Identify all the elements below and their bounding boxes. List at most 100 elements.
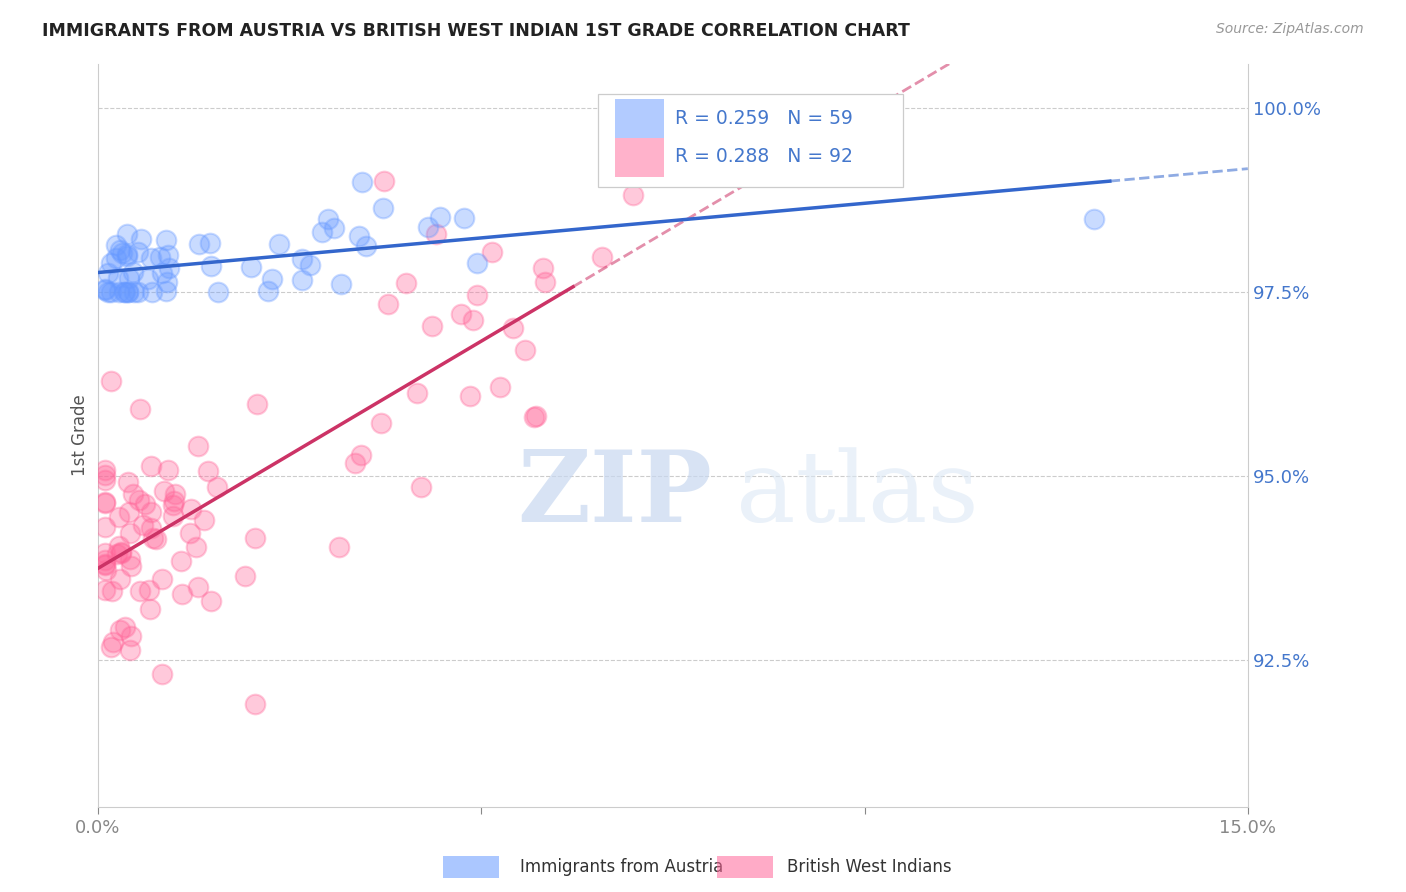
Point xyxy=(163,487,186,501)
Point xyxy=(108,243,131,257)
Point xyxy=(108,572,131,586)
Point xyxy=(121,265,143,279)
Point xyxy=(142,531,165,545)
Point xyxy=(94,468,117,483)
Point xyxy=(322,221,344,235)
Point xyxy=(127,285,149,299)
Point xyxy=(193,513,215,527)
Point xyxy=(120,643,142,657)
Point xyxy=(290,272,312,286)
Point xyxy=(163,493,186,508)
Point xyxy=(129,231,152,245)
Point xyxy=(141,520,163,534)
Point xyxy=(621,187,644,202)
Text: R = 0.288   N = 92: R = 0.288 N = 92 xyxy=(675,147,853,167)
Point xyxy=(311,225,333,239)
Point xyxy=(330,277,353,291)
Point xyxy=(94,462,117,476)
Point xyxy=(373,201,395,215)
Point xyxy=(200,594,222,608)
Point xyxy=(463,313,485,327)
Point xyxy=(97,285,120,299)
Point xyxy=(205,480,228,494)
Text: ZIP: ZIP xyxy=(517,447,713,543)
Point xyxy=(107,510,129,524)
Point xyxy=(100,285,122,299)
Text: R = 0.259   N = 59: R = 0.259 N = 59 xyxy=(675,109,853,128)
Point xyxy=(198,235,221,250)
Point xyxy=(481,244,503,259)
Point xyxy=(152,666,174,681)
Point xyxy=(94,557,117,571)
Point xyxy=(122,285,145,299)
Text: British West Indians: British West Indians xyxy=(787,858,952,876)
Point xyxy=(170,554,193,568)
Point xyxy=(114,285,136,299)
Point xyxy=(207,285,229,299)
Point xyxy=(179,525,201,540)
Point xyxy=(107,270,129,285)
Point xyxy=(394,277,416,291)
Point xyxy=(120,559,142,574)
Point xyxy=(489,380,512,394)
Y-axis label: 1st Grade: 1st Grade xyxy=(72,394,89,476)
Point xyxy=(377,296,399,310)
Point xyxy=(429,211,451,225)
Point xyxy=(162,508,184,523)
Point xyxy=(104,251,127,265)
Point xyxy=(350,448,373,462)
Point xyxy=(184,540,207,554)
Point xyxy=(118,505,141,519)
Point xyxy=(256,284,278,298)
Point xyxy=(260,271,283,285)
Point xyxy=(97,266,120,280)
Point xyxy=(94,582,117,597)
FancyBboxPatch shape xyxy=(616,138,664,177)
Point xyxy=(354,239,377,253)
Point xyxy=(316,211,339,226)
Point xyxy=(453,211,475,225)
Point xyxy=(156,248,179,262)
Point xyxy=(94,545,117,559)
Point xyxy=(128,584,150,599)
Point xyxy=(117,475,139,489)
Point xyxy=(150,266,173,280)
Point xyxy=(156,463,179,477)
Point xyxy=(112,285,135,299)
Point xyxy=(100,584,122,599)
Point xyxy=(139,505,162,519)
Point xyxy=(352,175,374,189)
Point xyxy=(100,640,122,654)
Point xyxy=(180,502,202,516)
Point xyxy=(243,532,266,546)
Point xyxy=(108,624,131,638)
Point xyxy=(114,620,136,634)
Text: Source: ZipAtlas.com: Source: ZipAtlas.com xyxy=(1216,22,1364,37)
Point xyxy=(246,397,269,411)
Point xyxy=(94,520,117,534)
Point xyxy=(533,275,555,289)
Point xyxy=(110,545,132,559)
Point xyxy=(94,473,117,487)
Point xyxy=(148,250,170,264)
Point xyxy=(373,174,395,188)
Point xyxy=(187,439,209,453)
Point xyxy=(139,251,162,265)
Point xyxy=(155,285,177,299)
Text: Immigrants from Austria: Immigrants from Austria xyxy=(520,858,724,876)
Point xyxy=(159,260,181,275)
Point xyxy=(172,587,194,601)
Point xyxy=(591,250,613,264)
Point xyxy=(94,496,117,510)
Point xyxy=(100,374,122,388)
Point xyxy=(523,409,546,424)
Point xyxy=(107,285,129,299)
Point xyxy=(343,456,366,470)
Point xyxy=(111,246,134,260)
Point xyxy=(298,258,321,272)
Point xyxy=(513,343,536,358)
Point xyxy=(450,307,472,321)
Point xyxy=(502,321,524,335)
Text: atlas: atlas xyxy=(735,447,979,543)
Point xyxy=(108,540,131,554)
